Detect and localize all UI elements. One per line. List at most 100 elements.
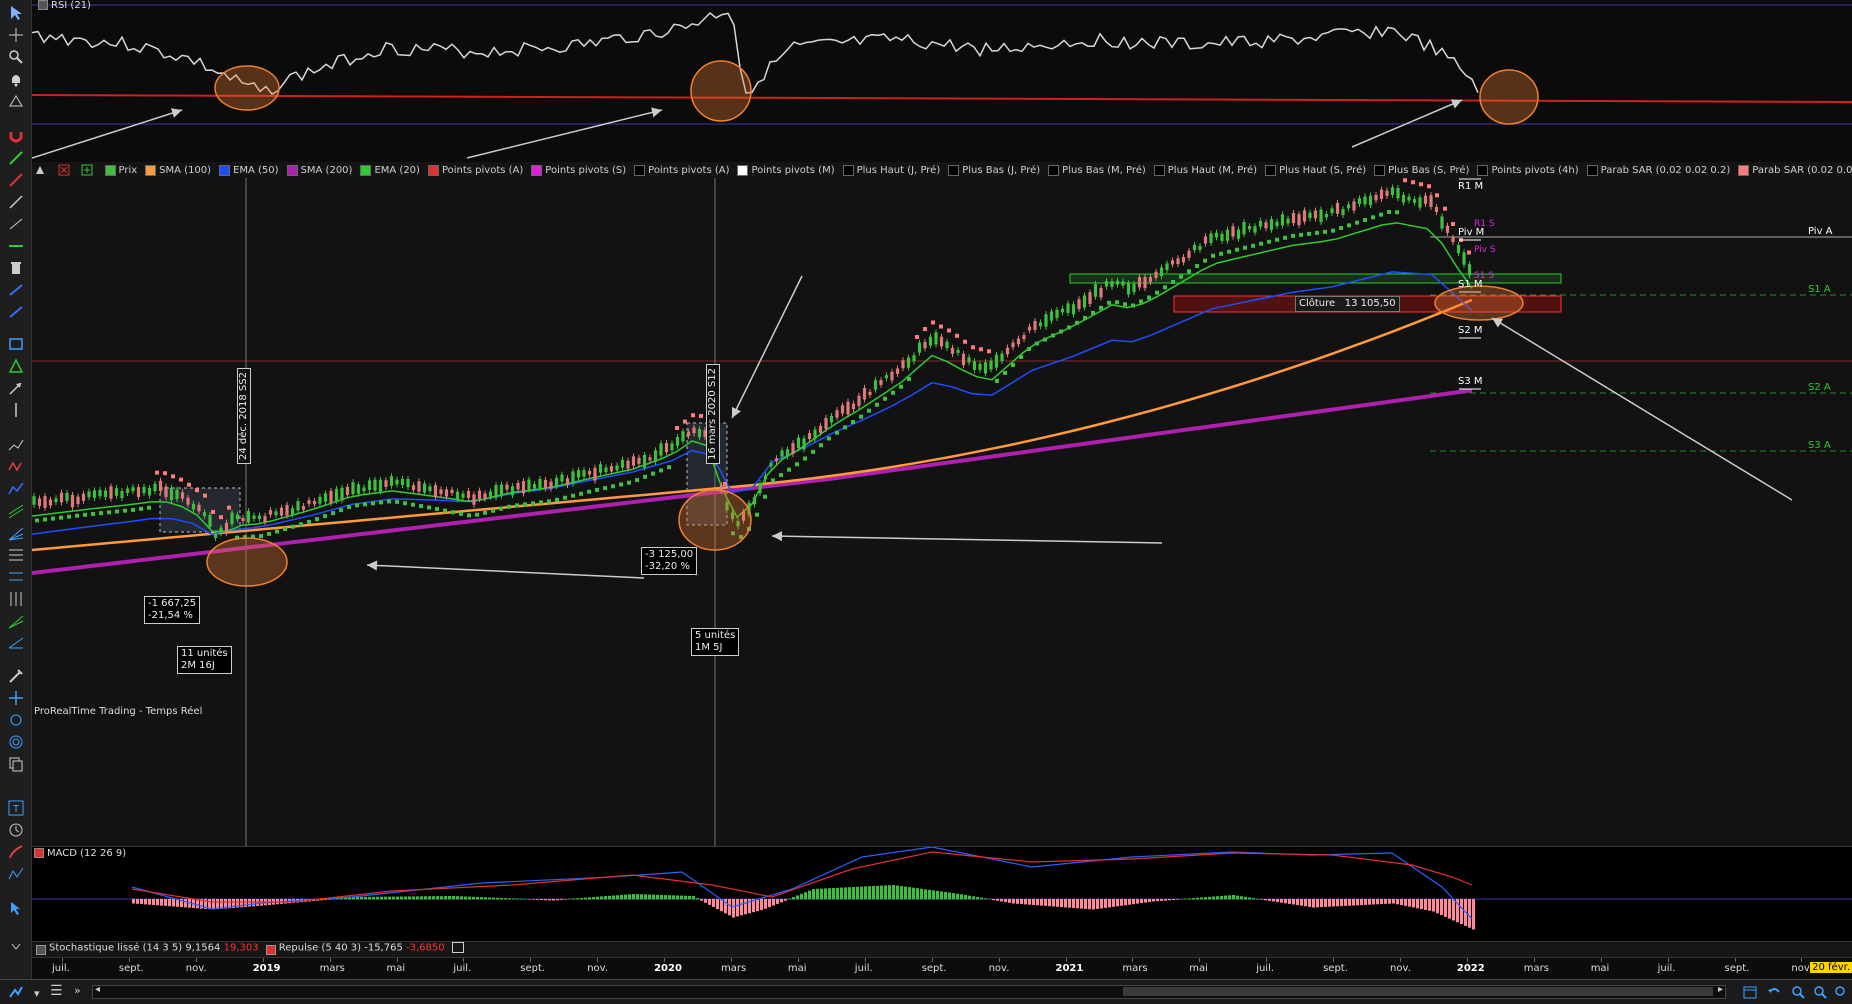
- move-icon[interactable]: [3, 687, 28, 709]
- legend-swatch[interactable]: [286, 165, 298, 176]
- time-axis[interactable]: juil. sept. nov. 2019 mars mai juil. sept. nov. 2…: [32, 957, 1852, 980]
- macd-panel[interactable]: MACD (12 26 9): [32, 846, 1852, 942]
- candle-body: [1264, 222, 1268, 229]
- fast-forward-icon[interactable]: »: [74, 984, 81, 997]
- zoom-in-icon[interactable]: [1790, 984, 1806, 1003]
- legend-swatch[interactable]: [219, 165, 231, 176]
- settings-tools-icon[interactable]: [3, 665, 28, 687]
- rectangle-tool-icon[interactable]: [3, 333, 28, 355]
- legend-item[interactable]: Plus Bas (S, Pré): [1374, 163, 1469, 179]
- ruler-tool-icon[interactable]: [3, 301, 28, 323]
- gann-icon[interactable]: [3, 632, 28, 654]
- legend-item[interactable]: Points pivots (S): [531, 163, 626, 179]
- calendar-icon[interactable]: [1742, 984, 1758, 1003]
- horizontal-line-icon[interactable]: [3, 235, 28, 257]
- legend-swatch[interactable]: [1477, 165, 1489, 176]
- order-tool-icon[interactable]: [3, 90, 28, 112]
- chart-settings-icon[interactable]: [34, 162, 46, 178]
- add-indicator-icon[interactable]: [81, 162, 93, 178]
- arrow-tool-icon[interactable]: [3, 377, 28, 399]
- zoom-tool-icon[interactable]: [3, 46, 28, 68]
- zoom-reset-icon[interactable]: [1834, 984, 1848, 1003]
- legend-swatch[interactable]: [634, 165, 646, 176]
- copy-icon[interactable]: [3, 753, 28, 775]
- legend-item[interactable]: Plus Haut (M, Pré): [1153, 163, 1257, 179]
- red-line-tool-icon[interactable]: [3, 169, 28, 191]
- rsi-panel[interactable]: RSI (21): [31, 0, 1852, 163]
- alert-bell-icon[interactable]: [3, 68, 28, 90]
- trash-icon[interactable]: [3, 257, 28, 279]
- line-alt-tool-icon[interactable]: [3, 213, 28, 235]
- legend-swatch[interactable]: [1048, 165, 1060, 176]
- legend-item[interactable]: Parab SAR (0.02 0.02 0.2): [1738, 163, 1852, 179]
- legend-item[interactable]: Points pivots (A): [634, 163, 729, 179]
- legend-item[interactable]: Prix: [104, 163, 137, 179]
- fibonacci-tool-icon[interactable]: [3, 478, 28, 500]
- legend-item[interactable]: Points pivots (M): [737, 163, 835, 179]
- triangle-tool-icon[interactable]: [3, 355, 28, 377]
- dropdown-arrow-icon[interactable]: ▾: [34, 987, 40, 1000]
- selection-tool-icon[interactable]: [3, 897, 28, 919]
- pattern-tool-icon[interactable]: [3, 863, 28, 885]
- legend-item[interactable]: Plus Bas (M, Pré): [1048, 163, 1146, 179]
- legend-item[interactable]: Plus Haut (S, Pré): [1265, 163, 1366, 179]
- legend-swatch[interactable]: [842, 165, 854, 176]
- legend-item[interactable]: Plus Haut (J, Pré): [842, 163, 940, 179]
- brush-tool-icon[interactable]: [3, 841, 28, 863]
- legend-swatch[interactable]: [1374, 165, 1386, 176]
- fib-time-icon[interactable]: [3, 588, 28, 610]
- legend-swatch[interactable]: [104, 165, 116, 176]
- horizontal-scrollbar[interactable]: ◂ ▸: [92, 984, 1726, 999]
- time-tool-icon[interactable]: [3, 819, 28, 841]
- legend-swatch[interactable]: [531, 165, 543, 176]
- legend-item[interactable]: SMA (100): [145, 163, 211, 179]
- scroll-left-icon[interactable]: ◂: [95, 984, 101, 995]
- legend-swatch[interactable]: [948, 165, 960, 176]
- scrollbar-thumb[interactable]: [1123, 987, 1713, 996]
- legend-item[interactable]: Plus Bas (J, Pré): [948, 163, 1040, 179]
- legend-swatch[interactable]: [1586, 165, 1598, 176]
- fib-fan-icon[interactable]: [3, 522, 28, 544]
- trendline-tool-icon[interactable]: [3, 147, 28, 169]
- spiral-tool-icon[interactable]: [3, 731, 28, 753]
- fib-extension-icon[interactable]: [3, 566, 28, 588]
- line-tool-icon[interactable]: [3, 191, 28, 213]
- legend-item[interactable]: EMA (20): [360, 163, 420, 179]
- channel-tool-icon[interactable]: [3, 500, 28, 522]
- panel-restore-icon[interactable]: [451, 942, 464, 953]
- vertical-line-icon[interactable]: [3, 399, 28, 421]
- legend-swatch[interactable]: [1265, 165, 1277, 176]
- legend-item[interactable]: EMA (50): [219, 163, 279, 179]
- undo-icon[interactable]: [1766, 984, 1782, 1003]
- text-tool-icon[interactable]: [3, 279, 28, 301]
- zoom-out-icon[interactable]: [1812, 984, 1828, 1003]
- legend-swatch[interactable]: [737, 165, 749, 176]
- legend-swatch[interactable]: [427, 165, 439, 176]
- legend-swatch[interactable]: [1738, 165, 1750, 176]
- crosshair-tool-icon[interactable]: [3, 24, 28, 46]
- legend-swatch[interactable]: [145, 165, 157, 176]
- wave-tool-icon[interactable]: [3, 456, 28, 478]
- scroll-right-icon[interactable]: ▸: [1717, 984, 1723, 995]
- legend-swatch[interactable]: [1153, 165, 1165, 176]
- legend-item[interactable]: Points pivots (A): [427, 163, 523, 179]
- parabolic-sar-dot: [1427, 184, 1431, 189]
- magnet-icon[interactable]: [3, 125, 28, 147]
- time-axis-tick: [1333, 958, 1335, 962]
- text-box-icon[interactable]: T: [3, 797, 28, 819]
- polyline-tool-icon[interactable]: [3, 434, 28, 456]
- pitchfork-icon[interactable]: [3, 610, 28, 632]
- toolbar-scroll-down-icon[interactable]: [3, 935, 28, 957]
- remove-indicator-icon[interactable]: [58, 162, 70, 178]
- candle-body: [609, 466, 614, 472]
- menu-icon[interactable]: ☰: [50, 983, 63, 999]
- fib-retracement-icon[interactable]: [3, 544, 28, 566]
- price-chart-panel[interactable]: -1 667,25 -21,54 % 11 unités 2M 16J -3 1…: [31, 178, 1852, 846]
- circle-tool-icon[interactable]: [3, 709, 28, 731]
- cursor-tool-icon[interactable]: [3, 2, 28, 24]
- draw-mode-icon[interactable]: [8, 984, 24, 1003]
- legend-swatch[interactable]: [360, 165, 372, 176]
- legend-item[interactable]: Parab SAR (0.02 0.02 0.2): [1586, 163, 1730, 179]
- legend-item[interactable]: SMA (200): [286, 163, 352, 179]
- legend-item[interactable]: Points pivots (4h): [1477, 163, 1579, 179]
